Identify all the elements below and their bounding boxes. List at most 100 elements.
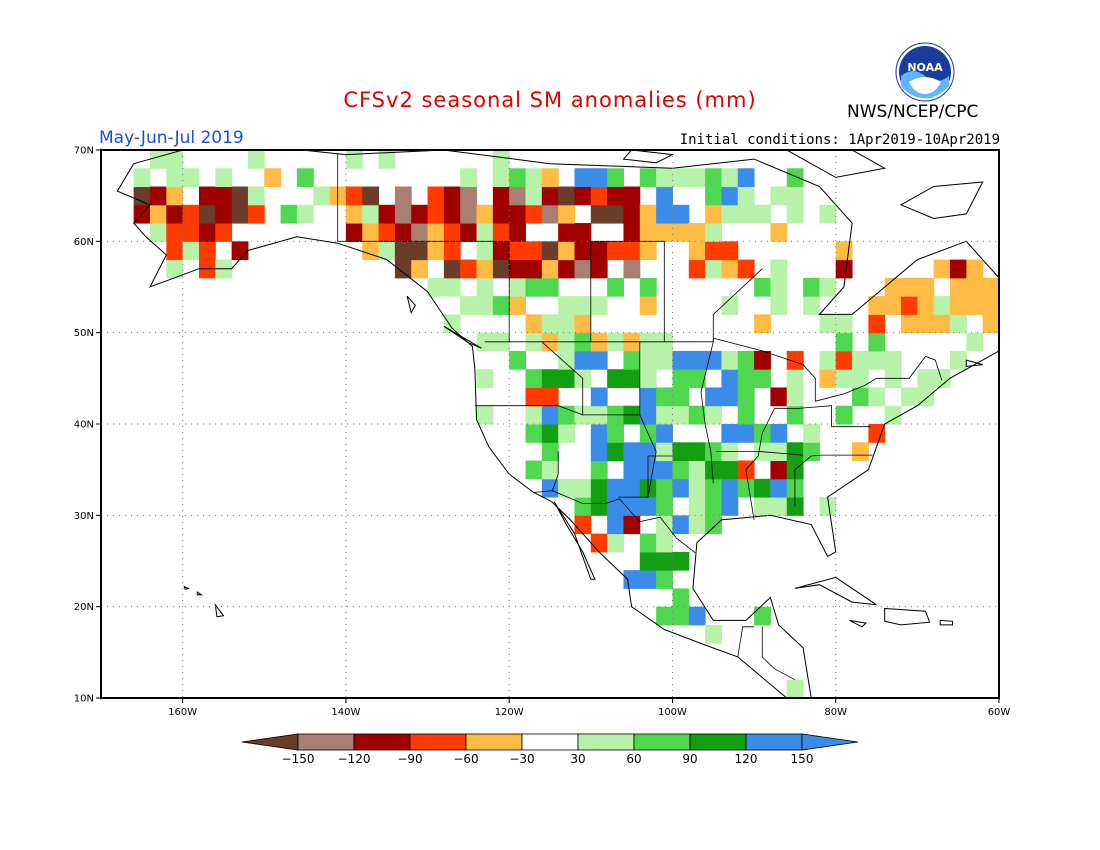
anomaly-cell	[411, 204, 429, 224]
colorbar-swatch	[633, 733, 691, 751]
anomaly-cell	[427, 277, 445, 297]
anomaly-cell	[558, 478, 575, 498]
anomaly-cell	[688, 405, 706, 425]
anomaly-cell	[362, 204, 380, 224]
anomaly-cell	[590, 497, 608, 516]
anomaly-cell	[133, 168, 151, 188]
anomaly-cell	[705, 460, 722, 480]
island-outline	[622, 150, 675, 164]
anomaly-cell	[623, 515, 641, 535]
anomaly-cell	[541, 204, 559, 224]
colorbar-label: 120	[735, 752, 758, 766]
anomaly-cell	[558, 296, 575, 315]
coastline	[116, 150, 999, 698]
anomaly-cell	[492, 150, 510, 169]
anomaly-cell	[509, 204, 527, 224]
anomaly-cell	[639, 570, 657, 589]
anomaly-cell	[460, 204, 478, 224]
anomaly-cell	[460, 223, 478, 242]
anomaly-cell	[541, 460, 559, 480]
anomaly-cell	[525, 204, 543, 224]
anomaly-cell	[443, 277, 461, 297]
anomaly-cell	[737, 424, 755, 443]
colorbar-label: −60	[453, 752, 478, 766]
anomaly-cell	[737, 350, 755, 370]
political-border	[716, 451, 804, 456]
anomaly-cell	[378, 204, 396, 224]
anomaly-cell	[558, 369, 575, 388]
anomaly-cell	[656, 387, 673, 407]
anomaly-cell	[950, 350, 967, 370]
anomaly-cell	[688, 223, 706, 242]
anomaly-cell	[737, 204, 755, 224]
anomaly-cell	[492, 186, 510, 206]
anomaly-cell	[950, 296, 967, 315]
anomaly-cell	[215, 223, 233, 242]
anomaly-cell	[460, 259, 478, 279]
anomaly-cell	[705, 442, 722, 462]
colorbar-label: 90	[682, 752, 697, 766]
anomaly-cell	[476, 223, 494, 242]
anomaly-cell	[705, 387, 722, 407]
anomaly-cell	[737, 186, 755, 206]
anomaly-cells	[133, 150, 999, 698]
anomaly-cell	[901, 387, 918, 407]
anomaly-cell	[394, 241, 412, 261]
anomaly-cell	[394, 204, 412, 224]
anomaly-cell	[917, 314, 935, 334]
gridlines	[101, 150, 999, 698]
island-outline	[884, 607, 931, 626]
anomaly-cell	[623, 460, 641, 480]
anomaly-cell	[623, 442, 641, 462]
anomaly-cell	[607, 515, 624, 535]
anomaly-cell	[656, 515, 673, 535]
anomaly-cell	[754, 369, 771, 388]
anomaly-cell	[590, 204, 608, 224]
anomaly-cell	[688, 241, 706, 261]
lon-label: 100W	[658, 707, 687, 718]
anomaly-cell	[639, 296, 657, 315]
anomaly-cell	[427, 204, 445, 224]
colorbar-swatch	[353, 733, 411, 751]
anomaly-cell	[786, 387, 804, 407]
anomaly-cell	[721, 168, 739, 188]
anomaly-cell	[541, 405, 559, 425]
anomaly-cell	[607, 277, 624, 297]
anomaly-cell	[819, 497, 837, 516]
anomaly-cell	[590, 533, 608, 553]
anomaly-cell	[590, 241, 608, 261]
anomaly-cell	[590, 296, 608, 315]
anomaly-cell	[688, 369, 706, 388]
anomaly-cell	[182, 168, 200, 188]
colorbar-swatch	[577, 733, 635, 751]
anomaly-cell	[541, 168, 559, 188]
island-outline	[939, 619, 953, 626]
anomaly-cell	[868, 296, 886, 315]
anomaly-cell	[672, 606, 690, 626]
anomaly-cell	[705, 223, 722, 242]
anomaly-cell	[166, 168, 184, 188]
island-outline	[1007, 351, 1056, 364]
anomaly-cell	[656, 478, 673, 498]
anomaly-cell	[852, 369, 869, 388]
anomaly-cell	[688, 460, 706, 480]
anomaly-cell	[623, 369, 641, 388]
anomaly-cell	[394, 223, 412, 242]
lat-label: 50N	[74, 328, 94, 339]
anomaly-cell	[492, 168, 510, 188]
anomaly-cell	[966, 277, 984, 297]
colorbar-swatch	[409, 733, 467, 751]
anomaly-cell	[541, 259, 559, 279]
anomaly-cell	[639, 204, 657, 224]
anomaly-cell	[149, 223, 167, 242]
anomaly-cell	[982, 277, 999, 297]
anomaly-cell	[639, 551, 657, 571]
anomaly-cell	[656, 168, 673, 188]
anomaly-cell	[639, 223, 657, 242]
anomaly-cell	[476, 296, 494, 315]
anomaly-cell	[166, 241, 184, 261]
anomaly-cell	[656, 497, 673, 516]
anomaly-cell	[362, 241, 380, 261]
lat-label: 10N	[74, 694, 94, 705]
anomaly-cell	[672, 369, 690, 388]
